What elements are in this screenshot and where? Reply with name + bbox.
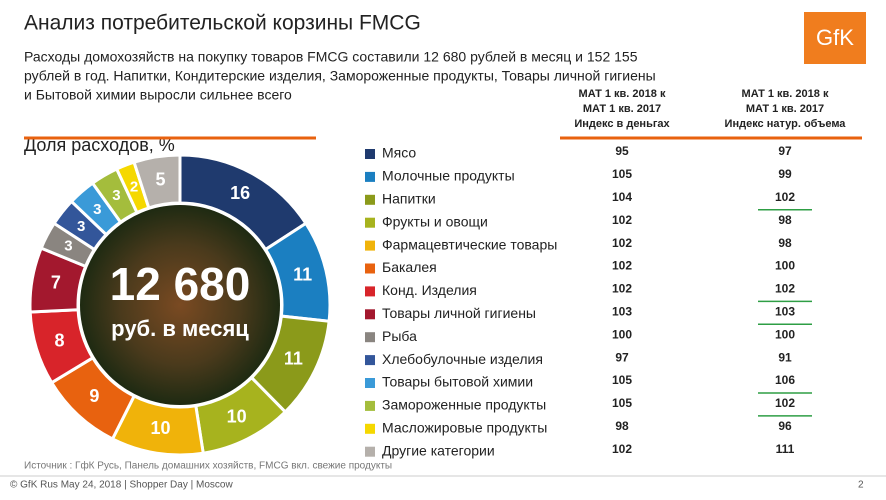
legend-swatch [365, 446, 375, 457]
money-index: 104 [612, 190, 632, 204]
legend-label: Товары личной гигиены [382, 305, 536, 321]
legend-label: Хлебобулочные изделия [382, 351, 543, 367]
segment-label: 3 [112, 187, 120, 204]
money-index: 102 [612, 259, 632, 273]
money-index: 103 [612, 304, 632, 318]
column-header: МАТ 1 кв. 2018 к [742, 88, 829, 100]
money-index: 95 [615, 144, 629, 158]
column-header: МАТ 1 кв. 2018 к [579, 88, 666, 100]
segment-label: 9 [89, 386, 99, 406]
legend-label: Молочные продукты [382, 168, 515, 184]
money-index: 105 [612, 396, 632, 410]
legend-swatch [365, 263, 375, 274]
segment-label: 16 [230, 183, 250, 203]
legend-swatch [365, 423, 375, 434]
donut-segment [132, 153, 182, 210]
copyright: © GfK Rus May 24, 2018 | Shopper Day | M… [10, 480, 233, 491]
legend-swatch [365, 378, 375, 388]
money-index: 102 [612, 236, 632, 250]
segment-label: 5 [155, 169, 165, 189]
money-index: 102 [612, 442, 632, 456]
volume-index: 97 [778, 144, 792, 158]
chart-title: Доля расходов, % [24, 135, 175, 155]
legend-label: Другие категории [382, 442, 495, 458]
column-header: МАТ 1 кв. 2017 [583, 103, 661, 115]
segment-label: 8 [54, 330, 64, 350]
legend-swatch [365, 332, 375, 343]
volume-index: 102 [775, 282, 795, 296]
legend-swatch [365, 171, 375, 182]
volume-index: 100 [775, 259, 795, 273]
title: Анализ потребительской корзины FMCG [24, 12, 421, 35]
legend-label: Фрукты и овощи [382, 213, 488, 229]
legend-label: Замороженные продукты [382, 397, 546, 413]
legend-label: Масложировые продукты [382, 420, 547, 436]
legend-label: Напитки [382, 191, 436, 207]
volume-index: 102 [775, 190, 795, 204]
center-image [80, 205, 280, 405]
legend-swatch [365, 240, 375, 251]
segment-label: 3 [64, 238, 72, 255]
logo-bg [804, 12, 866, 64]
volume-index: 103 [775, 304, 795, 318]
legend-swatch [365, 400, 375, 411]
segment-label: 11 [293, 265, 312, 285]
center-label: руб. в месяц [111, 316, 249, 341]
page-number: 2 [858, 480, 864, 491]
volume-index: 98 [778, 213, 792, 227]
money-index: 98 [615, 419, 629, 433]
money-index: 105 [612, 167, 632, 181]
volume-index: 106 [775, 373, 795, 387]
legend-label: Конд. Изделия [382, 282, 477, 298]
segment-label: 2 [130, 179, 138, 196]
volume-index: 91 [778, 350, 792, 364]
source: Источник : ГфК Русь, Панель домашних хоз… [24, 460, 392, 472]
column-header: МАТ 1 кв. 2017 [746, 103, 824, 115]
legend-label: Рыба [382, 328, 417, 344]
volume-index: 96 [778, 419, 792, 433]
volume-index: 111 [776, 442, 795, 456]
volume-index: 98 [778, 236, 792, 250]
legend-swatch [365, 309, 375, 320]
legend-swatch [365, 286, 375, 297]
segment-label: 7 [51, 272, 61, 292]
column-header: Индекс натур. объема [725, 118, 847, 130]
money-index: 102 [612, 213, 632, 227]
legend-label: Фармацевтические товары [382, 236, 557, 252]
logo: GfK [816, 25, 854, 50]
segment-label: 10 [227, 406, 247, 426]
legend-label: Бакалея [382, 259, 437, 275]
subtitle: рублей в год. Напитки, Кондитерские изде… [24, 68, 656, 84]
segment-label: 3 [77, 218, 85, 235]
legend-swatch [365, 217, 375, 228]
money-index: 102 [612, 282, 632, 296]
money-index: 97 [615, 350, 629, 364]
legend-label: Товары бытовой химии [382, 374, 533, 390]
legend-label: Мясо [382, 145, 416, 161]
legend-swatch [365, 149, 375, 159]
volume-index: 99 [778, 167, 792, 181]
segment-label: 3 [93, 201, 101, 218]
legend-swatch [365, 355, 375, 366]
subtitle: и Бытовой химии выросли сильнее всего [24, 87, 292, 103]
legend-swatch [365, 194, 375, 205]
segment-label: 10 [150, 418, 170, 438]
column-header: Индекс в деньгах [574, 118, 670, 130]
subtitle: Расходы домохозяйств на покупку товаров … [24, 49, 638, 65]
volume-index: 102 [775, 396, 795, 410]
volume-index: 100 [775, 327, 795, 341]
center-value: 12 680 [110, 258, 251, 310]
money-index: 100 [612, 327, 632, 341]
money-index: 105 [612, 373, 632, 387]
segment-label: 11 [284, 349, 303, 369]
